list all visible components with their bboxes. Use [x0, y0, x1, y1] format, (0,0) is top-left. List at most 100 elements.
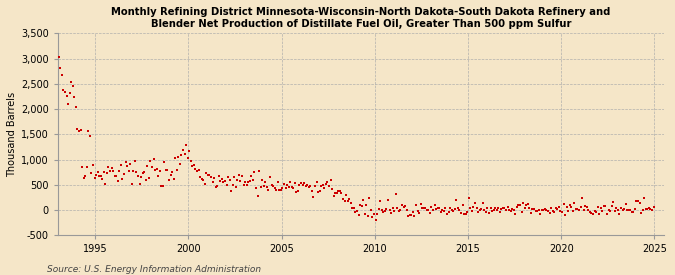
- Point: [508, 208, 519, 213]
- Point: [580, 204, 591, 208]
- Point: [479, 208, 489, 212]
- Point: [279, 182, 290, 186]
- Point: [354, 203, 365, 207]
- Point: [204, 173, 215, 177]
- Point: [395, 208, 406, 213]
- Point: [66, 80, 77, 84]
- Point: [384, 208, 395, 212]
- Point: [330, 190, 341, 195]
- Point: [606, 204, 617, 208]
- Point: [483, 211, 494, 216]
- Point: [414, 211, 425, 215]
- Point: [516, 210, 527, 214]
- Point: [626, 210, 637, 214]
- Point: [336, 191, 347, 196]
- Point: [223, 175, 234, 180]
- Point: [404, 212, 415, 217]
- Point: [184, 149, 194, 153]
- Point: [310, 184, 321, 188]
- Point: [115, 163, 126, 168]
- Point: [248, 178, 259, 182]
- Point: [645, 207, 656, 211]
- Point: [628, 210, 639, 214]
- Point: [448, 209, 458, 214]
- Point: [586, 211, 597, 215]
- Point: [230, 184, 241, 189]
- Point: [237, 174, 248, 179]
- Point: [163, 178, 174, 182]
- Point: [125, 162, 136, 166]
- Point: [124, 169, 134, 173]
- Title: Monthly Refining District Minnesota-Wisconsin-North Dakota-South Dakota Refinery: Monthly Refining District Minnesota-Wisc…: [111, 7, 610, 29]
- Point: [568, 209, 578, 213]
- Point: [187, 164, 198, 168]
- Point: [194, 174, 205, 179]
- Point: [199, 182, 210, 187]
- Point: [64, 91, 75, 95]
- Point: [252, 194, 263, 199]
- Point: [212, 184, 223, 188]
- Point: [238, 183, 249, 187]
- Point: [504, 208, 514, 212]
- Point: [331, 191, 342, 195]
- Point: [315, 189, 325, 193]
- Point: [631, 199, 642, 204]
- Point: [190, 167, 201, 172]
- Point: [260, 180, 271, 185]
- Point: [616, 206, 626, 211]
- Point: [136, 175, 146, 179]
- Point: [137, 171, 148, 176]
- Point: [418, 206, 429, 211]
- Point: [75, 128, 86, 133]
- Point: [611, 206, 622, 210]
- Point: [97, 176, 108, 181]
- Point: [272, 180, 283, 184]
- Point: [281, 183, 292, 188]
- Point: [167, 170, 178, 174]
- Point: [622, 208, 632, 212]
- Point: [364, 196, 375, 200]
- Point: [126, 182, 137, 186]
- Point: [432, 206, 443, 210]
- Point: [171, 168, 182, 172]
- Point: [142, 163, 153, 168]
- Point: [284, 185, 294, 190]
- Point: [217, 176, 227, 181]
- Point: [277, 185, 288, 190]
- Point: [512, 205, 522, 209]
- Point: [165, 173, 176, 177]
- Point: [415, 202, 426, 206]
- Point: [263, 188, 274, 192]
- Point: [294, 183, 305, 188]
- Point: [145, 159, 156, 163]
- Point: [367, 214, 378, 219]
- Point: [80, 174, 90, 178]
- Point: [144, 176, 155, 181]
- Point: [130, 159, 140, 163]
- Point: [82, 165, 92, 169]
- Point: [151, 167, 162, 172]
- Point: [100, 182, 111, 186]
- Point: [491, 208, 502, 212]
- Point: [457, 203, 468, 207]
- Point: [268, 184, 279, 189]
- Point: [412, 209, 423, 213]
- Point: [353, 213, 364, 217]
- Point: [59, 89, 70, 94]
- Point: [271, 188, 281, 192]
- Point: [403, 213, 414, 218]
- Point: [259, 183, 269, 188]
- Point: [92, 169, 103, 174]
- Point: [502, 205, 513, 210]
- Point: [377, 207, 387, 212]
- Point: [366, 208, 377, 212]
- Point: [313, 190, 323, 194]
- Point: [549, 210, 560, 214]
- Point: [589, 208, 600, 213]
- Point: [592, 205, 603, 210]
- Point: [198, 177, 209, 182]
- Point: [53, 54, 64, 59]
- Point: [117, 177, 128, 181]
- Point: [379, 208, 390, 213]
- Point: [105, 169, 115, 173]
